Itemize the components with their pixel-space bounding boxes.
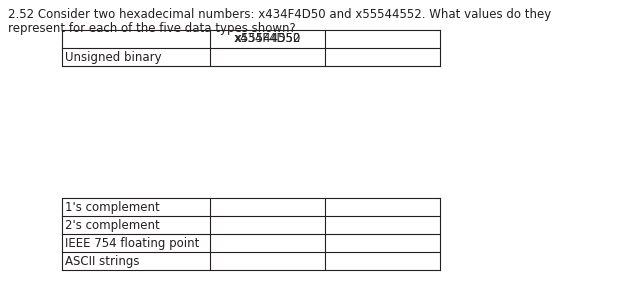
Text: IEEE 754 floating point: IEEE 754 floating point — [65, 237, 199, 249]
Text: represent for each of the five data types shown?: represent for each of the five data type… — [8, 22, 295, 35]
Text: 2.52 Consider two hexadecimal numbers: x434F4D50 and x55544552. What values do t: 2.52 Consider two hexadecimal numbers: x… — [8, 8, 552, 21]
Text: 1's complement: 1's complement — [65, 200, 160, 214]
Text: x55544552: x55544552 — [234, 33, 300, 45]
Text: x434F4D50: x434F4D50 — [234, 33, 301, 45]
Text: Unsigned binary: Unsigned binary — [65, 51, 162, 63]
Text: ASCII strings: ASCII strings — [65, 255, 140, 267]
Text: 2's complement: 2's complement — [65, 219, 160, 231]
